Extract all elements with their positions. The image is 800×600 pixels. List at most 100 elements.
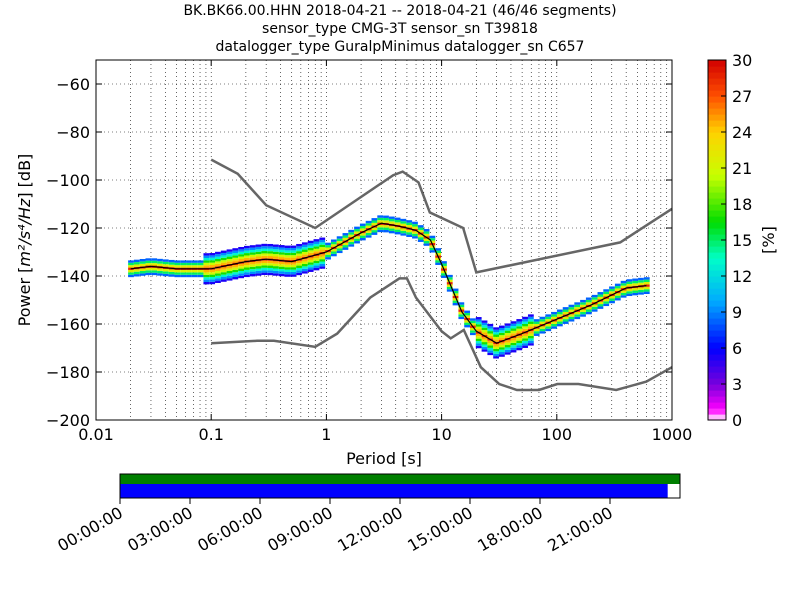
heatmap-cell	[157, 270, 163, 274]
heatmap-cell	[632, 280, 639, 284]
heatmap-cell	[516, 340, 523, 344]
heatmap-cell	[562, 309, 569, 312]
heatmap-cell	[597, 304, 604, 307]
heatmap-cell	[626, 281, 633, 285]
heatmap-cell	[481, 346, 488, 350]
time-label: 06:00:00	[194, 503, 266, 555]
heatmap-cell	[255, 246, 262, 250]
heatmap-cell	[215, 259, 221, 262]
heatmap-cell	[203, 260, 210, 263]
heatmap-cell	[191, 274, 198, 278]
heatmap-cell	[151, 260, 158, 264]
heatmap-cell	[609, 296, 615, 299]
heatmap-cell	[597, 296, 604, 300]
noise-model-low	[211, 277, 673, 392]
heatmap-cell	[365, 232, 372, 236]
heatmap-cell	[203, 258, 210, 261]
heatmap-cell	[510, 345, 517, 348]
colorbar-tick-label: 15	[732, 231, 752, 250]
heatmap-cell	[226, 273, 233, 276]
heatmap-cell	[452, 293, 459, 296]
heatmap-cell	[429, 238, 436, 241]
heatmap-cell	[429, 245, 436, 248]
heatmap-cell	[522, 333, 528, 336]
heatmap-cell	[267, 272, 273, 276]
heatmap-cell	[180, 272, 187, 275]
heatmap-cell	[498, 349, 505, 352]
heatmap-cell	[220, 262, 227, 265]
heatmap-cell	[556, 323, 563, 327]
heatmap-cell	[429, 250, 436, 253]
heatmap-cell	[551, 326, 557, 329]
heatmap-cell	[186, 265, 192, 268]
heatmap-cell	[307, 264, 314, 268]
heatmap-cell	[533, 323, 540, 327]
heatmap-cell	[441, 265, 447, 269]
heatmap-cell	[278, 266, 285, 270]
heatmap-cell	[203, 255, 210, 258]
heatmap-cell	[446, 289, 453, 292]
heatmap-cell	[481, 330, 488, 333]
heatmap-cell	[556, 321, 563, 324]
heatmap-cell	[157, 273, 163, 276]
heatmap-cell	[487, 331, 494, 334]
heatmap-cell	[493, 332, 499, 335]
heatmap-cell	[638, 292, 644, 295]
heatmap-cell	[638, 289, 644, 293]
heatmap-cell	[180, 262, 187, 266]
heatmap-cell	[261, 260, 268, 264]
heatmap-cell	[498, 327, 505, 331]
heatmap-cell	[284, 248, 291, 251]
heatmap-cell	[481, 322, 488, 326]
colorbar-step	[708, 396, 726, 403]
heatmap-cell	[603, 291, 610, 295]
heatmap-cell	[162, 271, 169, 274]
heatmap-cell	[487, 345, 494, 348]
heatmap-cell	[614, 295, 621, 299]
heatmap-cell	[290, 245, 297, 248]
heatmap-cell	[394, 217, 401, 220]
heatmap-cell	[574, 311, 581, 315]
heatmap-cell	[498, 325, 505, 328]
heatmap-cell	[296, 272, 302, 276]
heatmap-cell	[307, 259, 314, 263]
heatmap-cell	[359, 225, 366, 229]
heatmap-cell	[481, 342, 488, 345]
heatmap-cell	[244, 274, 250, 278]
heatmap-cell	[145, 263, 152, 266]
heatmap-cell	[191, 260, 198, 263]
heatmap-cell	[365, 230, 372, 233]
heatmap-cell	[585, 297, 592, 300]
heatmap-cell	[470, 320, 476, 324]
heatmap-cell	[371, 218, 378, 221]
heatmap-cell	[197, 260, 204, 263]
heatmap-cell	[174, 270, 181, 273]
heatmap-cell	[249, 245, 256, 248]
heatmap-cell	[516, 343, 523, 346]
heatmap-cell	[516, 323, 523, 327]
heatmap-cell	[313, 263, 320, 266]
heatmap-cell	[556, 311, 563, 315]
heatmap-cell	[215, 263, 221, 267]
heatmap-cell	[614, 298, 621, 301]
colorbar-step	[708, 330, 726, 337]
colorbar-tick-label: 9	[732, 303, 742, 322]
heatmap-cell	[487, 323, 494, 327]
colorbar-label: [%]	[759, 226, 778, 254]
heatmap-cell	[336, 238, 343, 242]
heatmap-cell	[197, 274, 204, 278]
heatmap-cell	[168, 264, 175, 268]
heatmap-cell	[139, 268, 146, 271]
heatmap-cell	[487, 350, 494, 353]
heatmap-cell	[452, 302, 459, 306]
heatmap-cell	[342, 235, 349, 238]
heatmap-cell	[632, 283, 639, 286]
colorbar-step	[708, 246, 726, 253]
heatmap-cell	[481, 349, 488, 352]
x-tick-label: 100	[542, 425, 573, 444]
heatmap-cell	[348, 244, 355, 247]
heatmap-cell	[603, 294, 610, 297]
heatmap-cell	[516, 328, 523, 332]
heatmap-cell	[545, 326, 552, 329]
heatmap-cell	[342, 233, 349, 236]
